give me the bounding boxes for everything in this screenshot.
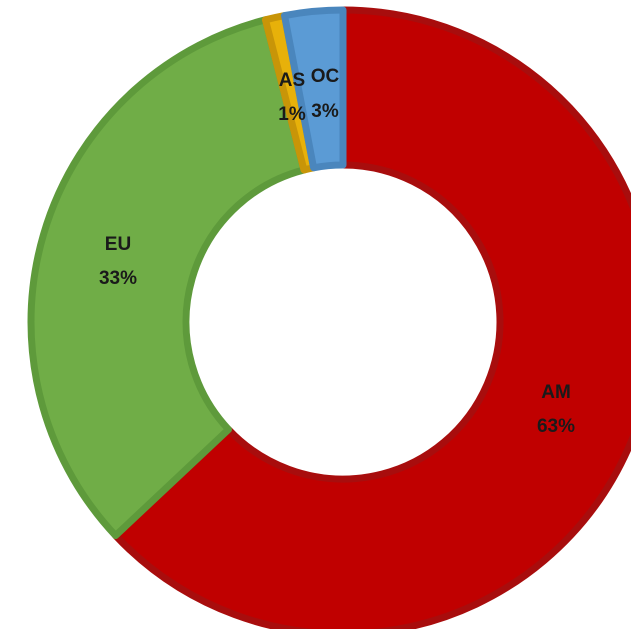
percent-label-am: 63% [537,416,575,437]
category-label-as: AS [279,70,305,91]
slice-oc [281,6,347,172]
labels-layer: AM 63% EU 33% AS 1%OC 3% [99,66,575,437]
slices-layer [27,6,631,629]
percent-label-as: 1% [278,104,306,125]
percent-label-eu: 33% [99,268,137,289]
slice-am [112,6,631,629]
data-label-as: AS 1% [278,70,306,125]
slice-eu [27,16,308,540]
category-label-oc: OC [311,66,340,87]
data-label-oc: OC 3% [311,66,340,122]
category-label-am: AM [541,382,571,403]
data-label-am: AM 63% [537,382,575,437]
data-label-eu: EU 33% [99,234,137,289]
percent-label-oc: 3% [311,101,339,122]
category-label-eu: EU [105,234,131,255]
